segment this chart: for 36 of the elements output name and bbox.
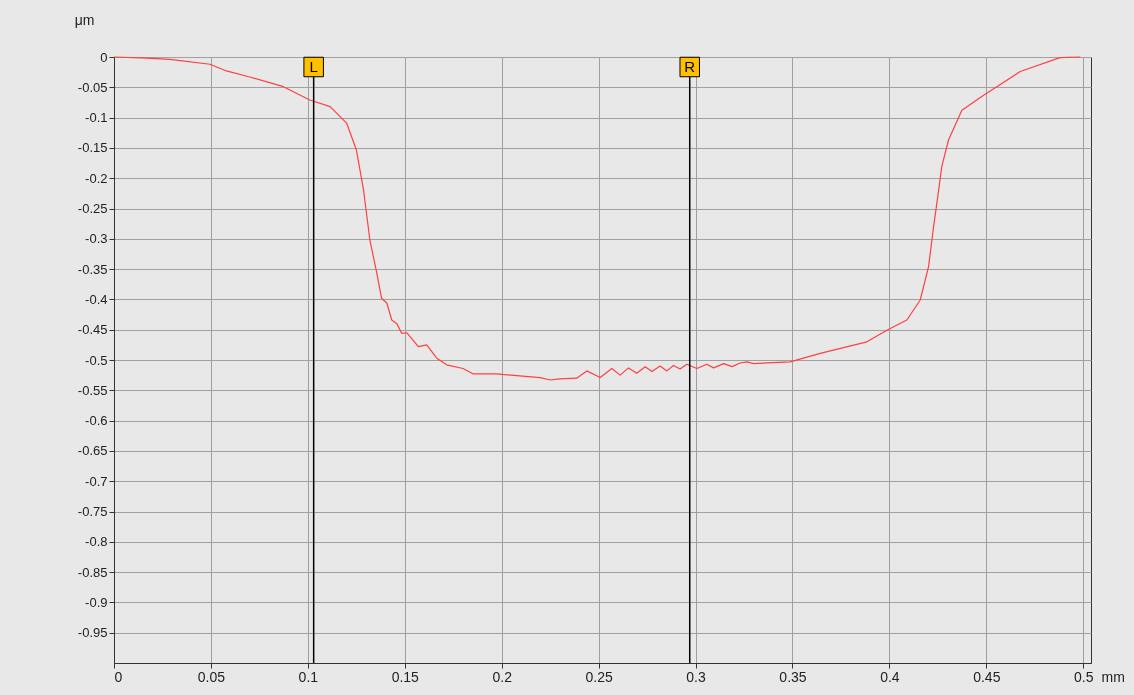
x-tick-label: 0 <box>114 668 123 685</box>
y-tick-label: -0.75 <box>77 504 108 519</box>
y-tick-label: -0.2 <box>85 170 108 186</box>
y-tick-label: -0.55 <box>77 382 108 398</box>
x-tick-label: 0.5 <box>1074 668 1094 685</box>
x-tick-label: 0.15 <box>391 668 420 685</box>
y-tick-label: -0.25 <box>77 201 108 216</box>
y-tick-label: -0.6 <box>85 413 108 429</box>
y-tick-label: -0.45 <box>77 322 108 338</box>
ref-line-label: R <box>684 58 696 75</box>
x-tick-label: 0.3 <box>686 668 706 685</box>
y-tick-label: -0.15 <box>77 140 108 156</box>
y-tick-label: -0.3 <box>85 231 108 247</box>
x-tick-label: 0.45 <box>973 668 1001 685</box>
x-tick-label: 0.4 <box>880 668 900 685</box>
line-series <box>113 56 1081 381</box>
y-tick-label: -0.85 <box>77 564 108 580</box>
y-tick-label: -0.7 <box>85 473 108 489</box>
x-tick-label: 0.1 <box>298 668 319 685</box>
y-axis-title: μm <box>74 11 95 28</box>
y-tick-label: -0.8 <box>85 534 108 550</box>
y-tick-label: -0.4 <box>85 291 108 307</box>
y-tick-label: -0.9 <box>85 594 108 610</box>
x-axis-title: mm <box>1101 668 1125 685</box>
y-tick-label: -0.95 <box>77 625 108 641</box>
x-tick-label: 0.2 <box>492 668 513 685</box>
x-tick-label: 0.05 <box>197 668 226 685</box>
x-tick-label: 0.35 <box>779 668 807 685</box>
y-tick-label: -0.65 <box>77 443 108 459</box>
y-tick-label: -0.05 <box>77 79 108 95</box>
x-tick-label: 0.25 <box>585 668 613 685</box>
ref-line-label: L <box>309 58 318 75</box>
y-tick-label: -0.35 <box>77 261 108 277</box>
y-tick-label: 0 <box>100 49 108 65</box>
y-tick-label: -0.1 <box>85 110 108 126</box>
y-tick-label: -0.5 <box>85 352 108 368</box>
